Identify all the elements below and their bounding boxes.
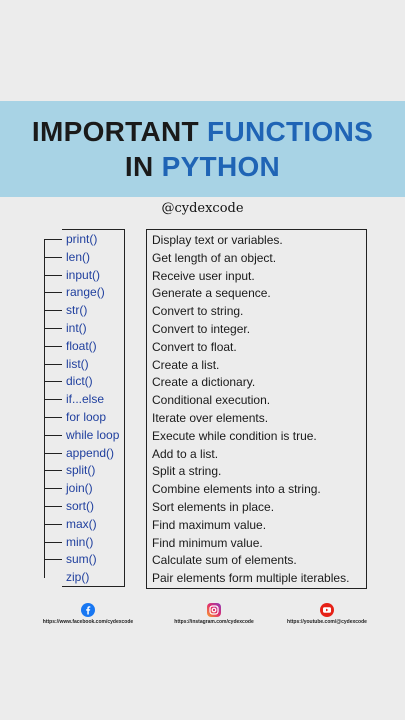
social-instagram[interactable]: https://instagram.com/cydexcode — [164, 603, 264, 625]
instagram-url: https://instagram.com/cydexcode — [174, 619, 254, 625]
function-name: max() — [66, 516, 97, 531]
function-name: sum() — [66, 552, 97, 567]
function-description: Convert to float. — [152, 339, 237, 354]
bracket-tick — [44, 310, 62, 312]
bracket-tick — [44, 345, 62, 347]
bracket-tick — [44, 239, 62, 240]
bracket-tick — [44, 523, 62, 525]
function-name: float() — [66, 338, 97, 353]
instagram-icon — [207, 603, 221, 617]
title-word-in: IN — [124, 151, 162, 182]
title-line-1: IMPORTANT FUNCTIONS — [0, 116, 405, 148]
function-description: Create a list. — [152, 357, 220, 372]
bracket-tick — [44, 452, 62, 454]
bracket-tick — [44, 292, 62, 294]
function-description: Pair elements form multiple iterables. — [152, 571, 350, 586]
function-description: Add to a list. — [152, 446, 219, 461]
function-description: Execute while condition is true. — [152, 428, 317, 443]
bracket-tick — [44, 363, 62, 365]
youtube-icon — [320, 603, 334, 617]
function-name: while loop — [66, 427, 120, 442]
function-description: Convert to integer. — [152, 322, 251, 336]
function-name: join() — [66, 481, 93, 496]
function-description: Convert to string. — [152, 304, 244, 319]
function-description: Find minimum value. — [152, 535, 263, 550]
function-name: if...else — [66, 392, 105, 407]
bracket-tick — [44, 434, 62, 436]
bracket-tick — [44, 256, 62, 258]
title-banner — [0, 101, 405, 197]
function-description: Receive user input. — [152, 268, 255, 283]
function-description: Sort elements in place. — [152, 500, 275, 514]
function-name: int() — [66, 321, 87, 335]
function-description: Generate a sequence. — [152, 286, 271, 301]
bracket-tick — [44, 417, 62, 418]
description-list-box — [146, 229, 367, 589]
bracket-line — [44, 239, 62, 578]
function-name: list() — [66, 356, 89, 371]
facebook-icon — [81, 603, 95, 617]
function-description: Get length of an object. — [152, 250, 277, 265]
function-description: Split a string. — [152, 464, 222, 479]
function-name: input() — [66, 267, 101, 282]
function-list-box — [62, 229, 125, 587]
facebook-url: https://www.facebook.com/cydexcode — [42, 619, 134, 625]
bracket-tick — [44, 541, 62, 543]
bracket-tick — [44, 328, 62, 329]
function-name: print() — [66, 232, 98, 246]
function-name: append() — [66, 445, 115, 460]
function-description: Display text or variables. — [152, 233, 283, 247]
function-name: split() — [66, 463, 96, 478]
function-name: for loop — [66, 410, 107, 424]
youtube-url: https://youtube.com/@cydexcode — [287, 619, 367, 625]
bracket-tick — [44, 488, 62, 490]
function-name: dict() — [66, 374, 93, 389]
function-name: str() — [66, 303, 88, 318]
bracket-tick — [44, 559, 62, 561]
function-name: zip() — [66, 570, 90, 585]
author-handle: @cydexcode — [161, 201, 244, 216]
function-name: sort() — [66, 499, 94, 513]
function-description: Calculate sum of elements. — [152, 553, 297, 568]
social-facebook[interactable]: https://www.facebook.com/cydexcode — [38, 603, 138, 625]
bracket-tick — [44, 274, 62, 276]
function-description: Create a dictionary. — [152, 375, 256, 390]
title-word-python: PYTHON — [161, 151, 281, 182]
function-name: range() — [66, 285, 105, 300]
bracket-tick — [44, 399, 62, 401]
bracket-tick — [44, 381, 62, 383]
bracket-tick — [44, 470, 62, 472]
title-word-functions: FUNCTIONS — [207, 116, 374, 147]
title-line-2: IN PYTHON — [0, 151, 405, 183]
function-name: min() — [66, 534, 94, 549]
function-description: Iterate over elements. — [152, 411, 269, 425]
bracket-tick — [44, 506, 62, 507]
social-youtube[interactable]: https://youtube.com/@cydexcode — [277, 603, 377, 625]
function-description: Combine elements into a string. — [152, 482, 321, 497]
title-word-important: IMPORTANT — [31, 116, 208, 147]
function-description: Conditional execution. — [152, 393, 271, 408]
function-description: Find maximum value. — [152, 517, 267, 532]
function-name: len() — [66, 249, 91, 264]
